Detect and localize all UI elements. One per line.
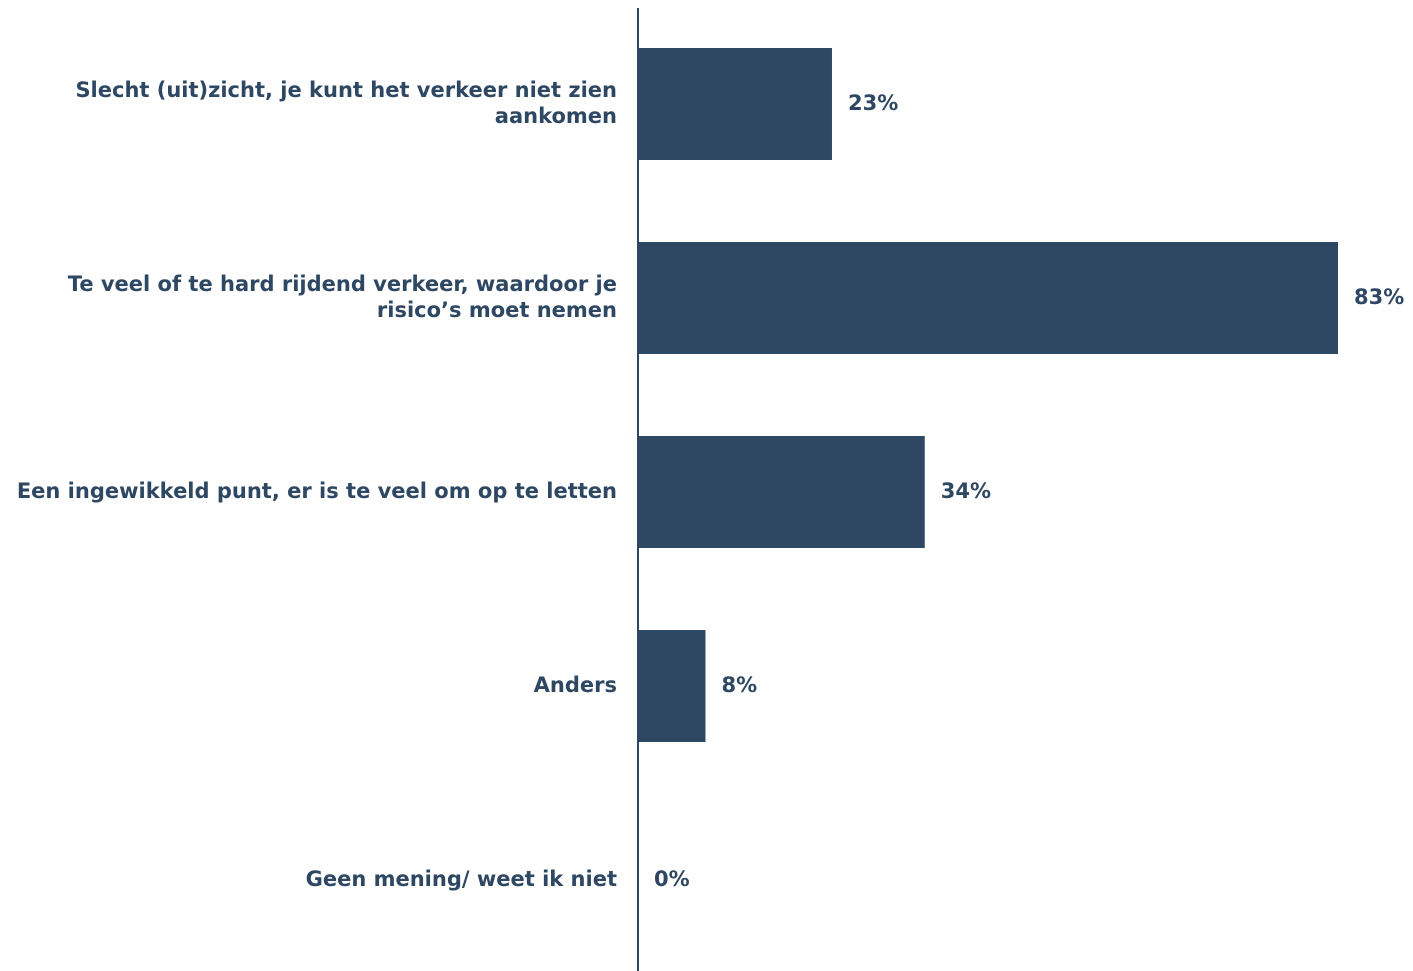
bar	[638, 48, 832, 160]
category-labels-group: Slecht (uit)zicht, je kunt het verkeer n…	[17, 78, 617, 891]
category-label: Anders	[534, 673, 617, 697]
category-label: Te veel of te hard rijdend verkeer, waar…	[68, 272, 617, 296]
category-label: risico’s moet nemen	[377, 298, 617, 322]
value-label: 0%	[654, 867, 690, 891]
value-label: 8%	[721, 673, 757, 697]
value-label: 34%	[941, 479, 991, 503]
bar	[638, 436, 925, 548]
category-label: Slecht (uit)zicht, je kunt het verkeer n…	[75, 78, 617, 102]
bar	[638, 242, 1338, 354]
category-label: aankomen	[495, 104, 617, 128]
category-label: Geen mening/ weet ik niet	[306, 867, 617, 891]
value-labels-group: 23% 83% 34% 8% 0%	[654, 91, 1404, 891]
bar	[638, 630, 706, 742]
bars-group	[638, 48, 1338, 742]
value-label: 83%	[1354, 285, 1404, 309]
category-label: Een ingewikkeld punt, er is te veel om o…	[17, 479, 617, 503]
value-label: 23%	[848, 91, 898, 115]
